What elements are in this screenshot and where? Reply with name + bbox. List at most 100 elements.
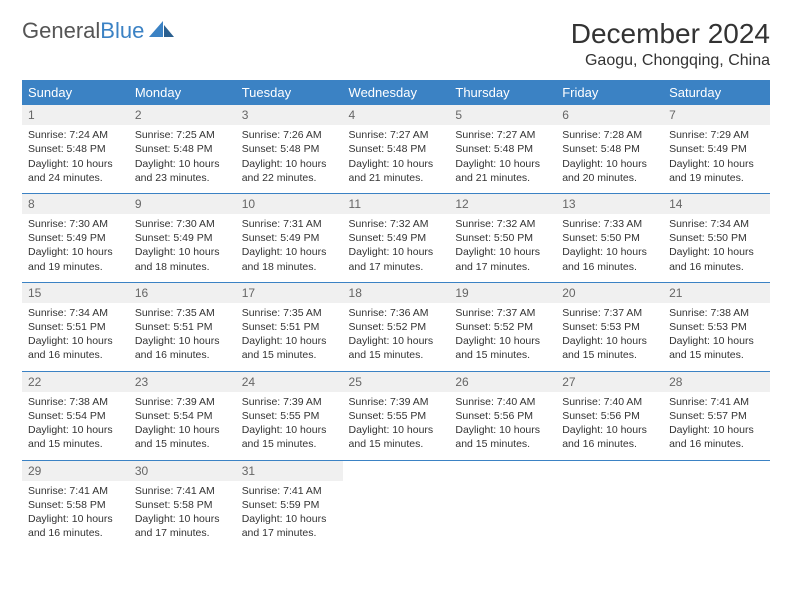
calendar-cell: 26 Sunrise: 7:40 AMSunset: 5:56 PMDayligh…: [449, 371, 556, 460]
sunrise-line: Sunrise: 7:41 AM: [135, 484, 230, 498]
sunset-line: Sunset: 5:52 PM: [349, 320, 444, 334]
daylight-line: Daylight: 10 hours and 21 minutes.: [455, 157, 550, 185]
day-number: 10: [236, 194, 343, 214]
calendar-cell: 9Sunrise: 7:30 AMSunset: 5:49 PMDaylight…: [129, 193, 236, 282]
daylight-line: Daylight: 10 hours and 16 minutes.: [669, 423, 764, 451]
calendar-cell: 29Sunrise: 7:41 AMSunset: 5:58 PMDayligh…: [22, 460, 129, 548]
sunset-line: Sunset: 5:48 PM: [28, 142, 123, 156]
daylight-line: Daylight: 10 hours and 17 minutes.: [135, 512, 230, 540]
sunrise-line: Sunrise: 7:37 AM: [455, 306, 550, 320]
day-number: 26: [449, 372, 556, 392]
logo: GeneralBlue: [22, 18, 175, 44]
day-number: 25: [343, 372, 450, 392]
day-number: 17: [236, 283, 343, 303]
calendar-cell: 27Sunrise: 7:40 AMSunset: 5:56 PMDayligh…: [556, 371, 663, 460]
daylight-line: Daylight: 10 hours and 15 minutes.: [349, 334, 444, 362]
calendar-cell: 17Sunrise: 7:35 AMSunset: 5:51 PMDayligh…: [236, 282, 343, 371]
sunset-line: Sunset: 5:54 PM: [28, 409, 123, 423]
daylight-line: Daylight: 10 hours and 15 minutes.: [349, 423, 444, 451]
daylight-line: Daylight: 10 hours and 15 minutes.: [562, 334, 657, 362]
sunset-line: Sunset: 5:58 PM: [135, 498, 230, 512]
daylight-line: Daylight: 10 hours and 16 minutes.: [562, 423, 657, 451]
sunset-line: Sunset: 5:53 PM: [562, 320, 657, 334]
title-block: December 2024 Gaogu, Chongqing, China: [571, 18, 770, 70]
calendar-row: 15Sunrise: 7:34 AMSunset: 5:51 PMDayligh…: [22, 282, 770, 371]
weekday-header: Sunday: [22, 80, 129, 105]
calendar-cell: 10Sunrise: 7:31 AMSunset: 5:49 PMDayligh…: [236, 193, 343, 282]
sunrise-line: Sunrise: 7:30 AM: [135, 217, 230, 231]
calendar-cell: 8Sunrise: 7:30 AMSunset: 5:49 PMDaylight…: [22, 193, 129, 282]
sunrise-line: Sunrise: 7:28 AM: [562, 128, 657, 142]
sunrise-line: Sunrise: 7:40 AM: [455, 395, 550, 409]
calendar-cell: 13Sunrise: 7:33 AMSunset: 5:50 PMDayligh…: [556, 193, 663, 282]
sunset-line: Sunset: 5:56 PM: [562, 409, 657, 423]
calendar-table: SundayMondayTuesdayWednesdayThursdayFrid…: [22, 80, 770, 548]
calendar-cell: [343, 460, 450, 548]
daylight-line: Daylight: 10 hours and 17 minutes.: [455, 245, 550, 273]
sunrise-line: Sunrise: 7:41 AM: [669, 395, 764, 409]
sunset-line: Sunset: 5:55 PM: [349, 409, 444, 423]
sunrise-line: Sunrise: 7:37 AM: [562, 306, 657, 320]
day-number: 11: [343, 194, 450, 214]
sunset-line: Sunset: 5:53 PM: [669, 320, 764, 334]
calendar-row: 8Sunrise: 7:30 AMSunset: 5:49 PMDaylight…: [22, 193, 770, 282]
daylight-line: Daylight: 10 hours and 15 minutes.: [455, 423, 550, 451]
day-number: 18: [343, 283, 450, 303]
calendar-cell: 23Sunrise: 7:39 AMSunset: 5:54 PMDayligh…: [129, 371, 236, 460]
day-number: 3: [236, 105, 343, 125]
calendar-cell: 5Sunrise: 7:27 AMSunset: 5:48 PMDaylight…: [449, 105, 556, 193]
sunrise-line: Sunrise: 7:34 AM: [28, 306, 123, 320]
sunset-line: Sunset: 5:48 PM: [455, 142, 550, 156]
sunrise-line: Sunrise: 7:29 AM: [669, 128, 764, 142]
sunrise-line: Sunrise: 7:41 AM: [28, 484, 123, 498]
header: GeneralBlue December 2024 Gaogu, Chongqi…: [22, 18, 770, 70]
daylight-line: Daylight: 10 hours and 17 minutes.: [349, 245, 444, 273]
daylight-line: Daylight: 10 hours and 17 minutes.: [242, 512, 337, 540]
sunset-line: Sunset: 5:49 PM: [669, 142, 764, 156]
calendar-cell: 11Sunrise: 7:32 AMSunset: 5:49 PMDayligh…: [343, 193, 450, 282]
calendar-cell: 2Sunrise: 7:25 AMSunset: 5:48 PMDaylight…: [129, 105, 236, 193]
day-number: 19: [449, 283, 556, 303]
sunrise-line: Sunrise: 7:26 AM: [242, 128, 337, 142]
sunset-line: Sunset: 5:48 PM: [135, 142, 230, 156]
calendar-cell: 20Sunrise: 7:37 AMSunset: 5:53 PMDayligh…: [556, 282, 663, 371]
day-number: 6: [556, 105, 663, 125]
sunrise-line: Sunrise: 7:27 AM: [349, 128, 444, 142]
sunrise-line: Sunrise: 7:24 AM: [28, 128, 123, 142]
day-number: 23: [129, 372, 236, 392]
logo-part1: General: [22, 18, 100, 43]
calendar-cell: 3Sunrise: 7:26 AMSunset: 5:48 PMDaylight…: [236, 105, 343, 193]
daylight-line: Daylight: 10 hours and 15 minutes.: [669, 334, 764, 362]
sunrise-line: Sunrise: 7:31 AM: [242, 217, 337, 231]
calendar-cell: 18Sunrise: 7:36 AMSunset: 5:52 PMDayligh…: [343, 282, 450, 371]
day-number: 22: [22, 372, 129, 392]
day-number: 28: [663, 372, 770, 392]
daylight-line: Daylight: 10 hours and 15 minutes.: [28, 423, 123, 451]
daylight-line: Daylight: 10 hours and 15 minutes.: [242, 423, 337, 451]
day-number: 1: [22, 105, 129, 125]
daylight-line: Daylight: 10 hours and 16 minutes.: [562, 245, 657, 273]
daylight-line: Daylight: 10 hours and 15 minutes.: [135, 423, 230, 451]
sunset-line: Sunset: 5:49 PM: [349, 231, 444, 245]
logo-sail-icon: [149, 19, 175, 44]
calendar-cell: 25Sunrise: 7:39 AMSunset: 5:55 PMDayligh…: [343, 371, 450, 460]
weekday-header: Friday: [556, 80, 663, 105]
daylight-line: Daylight: 10 hours and 16 minutes.: [669, 245, 764, 273]
sunset-line: Sunset: 5:50 PM: [669, 231, 764, 245]
sunset-line: Sunset: 5:56 PM: [455, 409, 550, 423]
calendar-row: 29Sunrise: 7:41 AMSunset: 5:58 PMDayligh…: [22, 460, 770, 548]
sunrise-line: Sunrise: 7:38 AM: [28, 395, 123, 409]
daylight-line: Daylight: 10 hours and 19 minutes.: [669, 157, 764, 185]
sunrise-line: Sunrise: 7:33 AM: [562, 217, 657, 231]
day-number: 29: [22, 461, 129, 481]
day-number: 16: [129, 283, 236, 303]
sunset-line: Sunset: 5:57 PM: [669, 409, 764, 423]
location: Gaogu, Chongqing, China: [571, 52, 770, 70]
calendar-cell: 31Sunrise: 7:41 AMSunset: 5:59 PMDayligh…: [236, 460, 343, 548]
sunset-line: Sunset: 5:50 PM: [455, 231, 550, 245]
daylight-line: Daylight: 10 hours and 24 minutes.: [28, 157, 123, 185]
daylight-line: Daylight: 10 hours and 16 minutes.: [135, 334, 230, 362]
sunrise-line: Sunrise: 7:35 AM: [135, 306, 230, 320]
day-number: 24: [236, 372, 343, 392]
day-number: 14: [663, 194, 770, 214]
